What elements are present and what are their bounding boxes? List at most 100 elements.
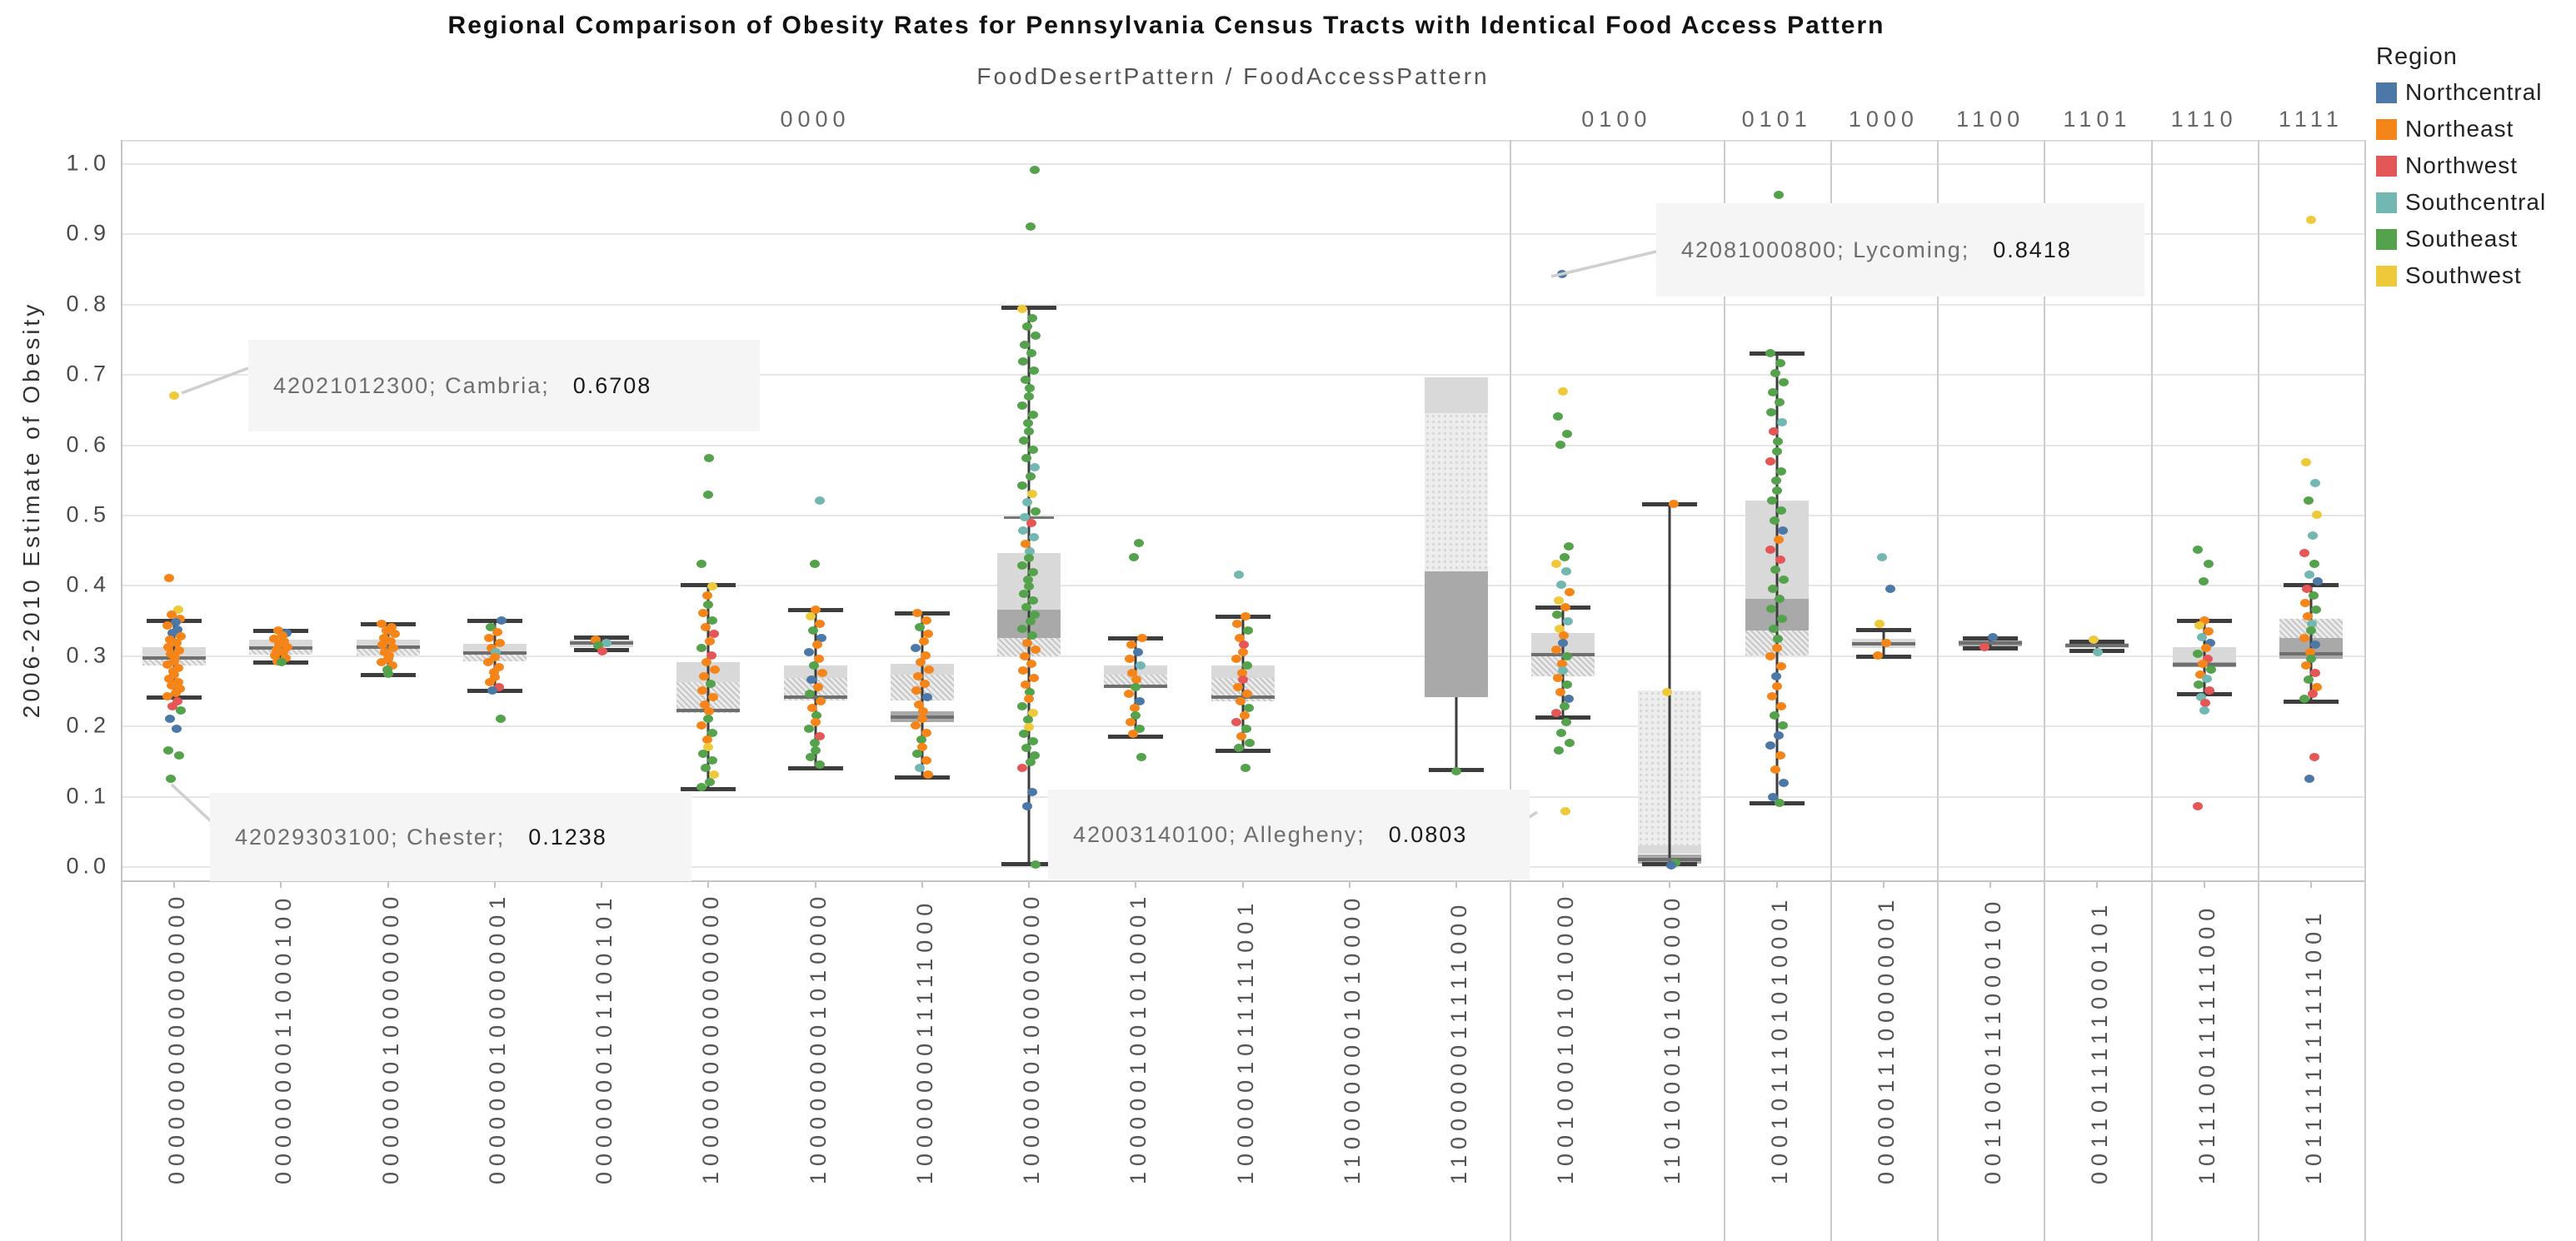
data-point[interactable]	[699, 672, 710, 681]
data-point[interactable]	[1231, 619, 1242, 628]
data-point[interactable]	[1018, 666, 1029, 675]
data-point[interactable]	[485, 623, 496, 632]
data-point[interactable]	[1662, 687, 1673, 696]
data-point[interactable]	[1136, 753, 1147, 762]
data-point[interactable]	[381, 626, 392, 635]
data-point[interactable]	[706, 650, 717, 660]
data-point[interactable]	[175, 685, 186, 694]
data-point[interactable]	[1777, 526, 1788, 535]
data-point[interactable]	[707, 728, 718, 737]
data-point[interactable]	[1562, 429, 1573, 438]
data-point[interactable]	[1552, 610, 1563, 619]
data-point[interactable]	[912, 672, 923, 681]
data-point[interactable]	[1021, 375, 1031, 384]
data-point[interactable]	[2299, 598, 2310, 607]
data-point[interactable]	[496, 616, 507, 625]
data-point[interactable]	[593, 640, 604, 650]
data-point[interactable]	[493, 682, 504, 691]
data-point[interactable]	[175, 614, 186, 623]
data-point[interactable]	[1244, 739, 1255, 748]
data-point[interactable]	[173, 677, 184, 686]
data-point[interactable]	[279, 636, 290, 645]
data-point[interactable]	[2299, 549, 2309, 558]
data-point[interactable]	[1028, 411, 1039, 420]
data-point[interactable]	[1775, 750, 1785, 760]
data-point[interactable]	[176, 632, 187, 640]
data-point[interactable]	[1562, 652, 1573, 661]
data-point[interactable]	[1767, 388, 1778, 397]
data-point[interactable]	[706, 679, 716, 688]
data-point[interactable]	[701, 763, 711, 772]
data-point[interactable]	[1027, 313, 1038, 322]
data-point[interactable]	[707, 582, 718, 591]
data-point[interactable]	[1030, 610, 1041, 619]
data-point[interactable]	[703, 714, 714, 723]
data-point[interactable]	[703, 742, 714, 751]
data-point[interactable]	[2192, 650, 2203, 659]
data-point[interactable]	[1131, 675, 1142, 685]
data-point[interactable]	[2197, 659, 2208, 668]
data-point[interactable]	[1765, 546, 1775, 555]
data-point[interactable]	[1126, 640, 1137, 650]
data-point[interactable]	[696, 644, 707, 653]
data-point[interactable]	[1239, 710, 1250, 720]
data-point[interactable]	[815, 696, 826, 705]
data-point[interactable]	[269, 634, 280, 643]
data-point[interactable]	[282, 642, 293, 651]
data-point[interactable]	[1135, 725, 1146, 734]
data-point[interactable]	[2195, 693, 2206, 702]
data-point[interactable]	[920, 650, 931, 660]
data-point[interactable]	[1129, 552, 1140, 561]
data-point[interactable]	[1551, 560, 1562, 569]
data-point[interactable]	[1231, 655, 1241, 664]
data-point[interactable]	[1021, 454, 1032, 463]
data-point[interactable]	[1774, 595, 1785, 604]
data-point[interactable]	[1021, 680, 1031, 690]
data-point[interactable]	[705, 777, 716, 786]
data-point[interactable]	[167, 628, 178, 637]
data-point[interactable]	[2299, 695, 2309, 704]
data-point[interactable]	[1019, 436, 1030, 446]
data-point[interactable]	[701, 623, 711, 632]
data-point[interactable]	[1023, 419, 1034, 428]
data-point[interactable]	[488, 668, 499, 677]
data-point[interactable]	[2193, 680, 2204, 690]
data-point[interactable]	[1241, 725, 1251, 734]
data-point[interactable]	[1559, 631, 1570, 640]
data-point[interactable]	[162, 621, 173, 630]
data-point[interactable]	[803, 647, 814, 656]
data-point[interactable]	[1026, 471, 1036, 481]
data-point[interactable]	[804, 690, 815, 699]
data-point[interactable]	[163, 642, 174, 651]
data-point[interactable]	[2204, 686, 2214, 695]
data-point[interactable]	[1565, 739, 1575, 748]
data-point[interactable]	[1885, 584, 1895, 593]
data-point[interactable]	[2199, 705, 2209, 715]
data-point[interactable]	[1770, 476, 1781, 486]
data-point[interactable]	[922, 630, 933, 639]
data-point[interactable]	[1777, 721, 1788, 730]
data-point[interactable]	[1773, 731, 1784, 740]
data-point[interactable]	[1240, 763, 1251, 772]
data-point[interactable]	[278, 648, 289, 657]
data-point[interactable]	[705, 636, 716, 645]
data-point[interactable]	[1243, 704, 1254, 713]
data-point[interactable]	[2192, 546, 2203, 555]
data-point[interactable]	[1026, 758, 1036, 767]
data-point[interactable]	[493, 663, 504, 672]
data-point[interactable]	[486, 643, 497, 652]
data-point[interactable]	[1242, 626, 1253, 635]
data-point[interactable]	[696, 560, 707, 569]
data-point[interactable]	[805, 612, 816, 621]
data-point[interactable]	[1021, 744, 1032, 753]
data-point[interactable]	[1775, 358, 1785, 367]
data-point[interactable]	[814, 496, 825, 506]
data-point[interactable]	[1876, 552, 1887, 561]
data-point[interactable]	[1554, 745, 1565, 755]
data-point[interactable]	[1022, 802, 1033, 811]
data-point[interactable]	[2305, 215, 2316, 224]
data-point[interactable]	[167, 610, 177, 619]
data-point[interactable]	[174, 750, 185, 760]
data-point[interactable]	[923, 665, 934, 674]
data-point[interactable]	[1126, 717, 1136, 726]
